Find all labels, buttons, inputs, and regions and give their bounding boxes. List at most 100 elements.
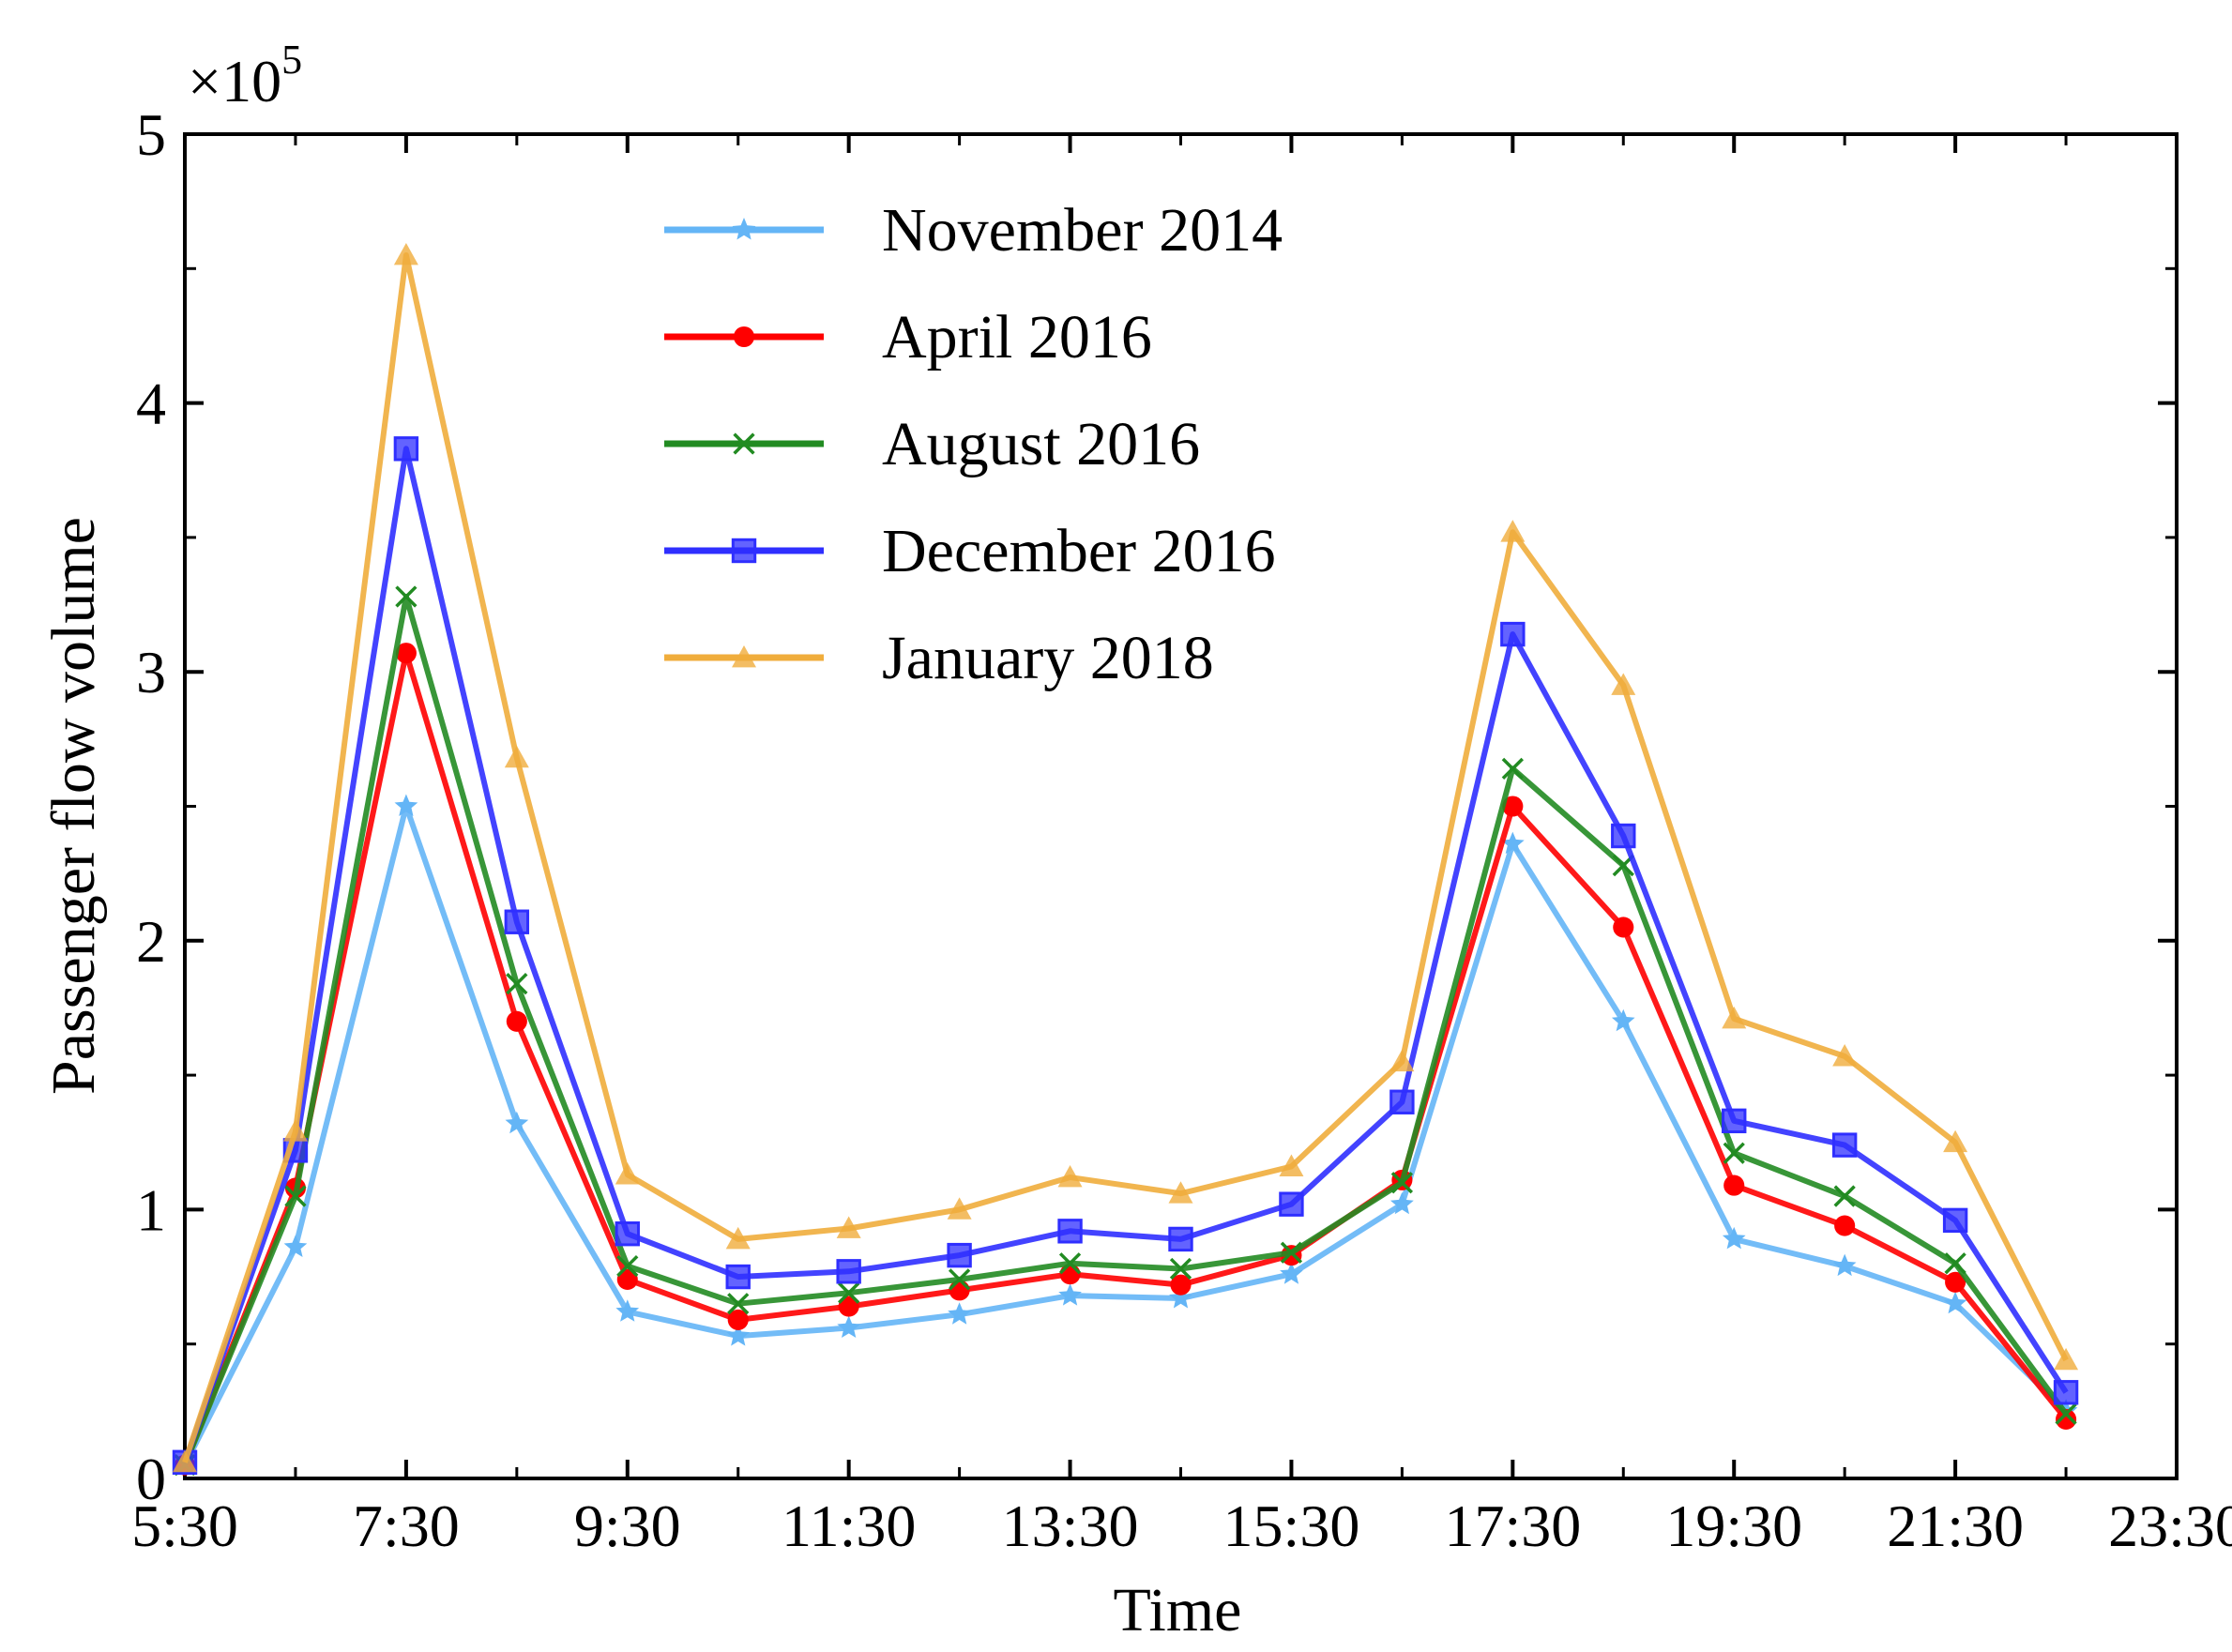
- data-point-triangle: [1389, 1049, 1415, 1072]
- data-point-circle: [395, 643, 417, 664]
- data-point-star: [615, 1299, 640, 1322]
- data-point-star: [505, 1111, 529, 1134]
- data-point-triangle: [2054, 1347, 2079, 1371]
- series-line: [182, 446, 2069, 1463]
- y-multiplier-exponent: 5: [281, 37, 302, 83]
- data-point-square: [1500, 621, 1526, 647]
- data-point-x: [1058, 1252, 1082, 1275]
- data-point-x: [616, 1254, 639, 1278]
- data-point-star: [1943, 1291, 1967, 1314]
- data-point-circle: [1170, 1274, 1192, 1296]
- data-point-square: [393, 436, 419, 462]
- data-point-triangle: [836, 1216, 861, 1238]
- data-point-square: [615, 1220, 640, 1247]
- data-point-circle: [1723, 1175, 1745, 1196]
- series-line: [182, 252, 2069, 1463]
- x-tick-label: 17:30: [1444, 1493, 1581, 1559]
- data-point-star: [1169, 1286, 1192, 1309]
- y-tick-label: 4: [136, 371, 166, 437]
- series-august-2016: [174, 585, 2077, 1477]
- data-point-circle: [1945, 1271, 1966, 1293]
- data-point-x: [506, 973, 528, 995]
- data-point-x: [1169, 1257, 1192, 1281]
- data-point-x: [1280, 1241, 1303, 1264]
- data-point-star: [1390, 1191, 1414, 1215]
- data-point-square: [947, 1242, 972, 1268]
- data-point-triangle: [947, 1197, 972, 1220]
- y-multiplier-base: ×10: [188, 48, 281, 114]
- series-line: [182, 650, 2069, 1466]
- data-point-triangle: [173, 1449, 197, 1473]
- series-november-2014: [173, 794, 2078, 1476]
- data-point-triangle: [1168, 1181, 1193, 1204]
- series-line: [182, 803, 2069, 1467]
- data-point-square: [1611, 823, 1636, 849]
- legend-label: January 2018: [882, 624, 1214, 692]
- data-point-triangle: [732, 645, 756, 668]
- series-january-2018: [173, 242, 2079, 1473]
- data-point-triangle: [393, 242, 418, 265]
- data-point-square: [1057, 1219, 1083, 1244]
- legend-item: December 2016: [664, 517, 1276, 585]
- legend-label: November 2014: [882, 196, 1283, 265]
- data-point-circle: [1834, 1215, 1856, 1236]
- legend-label: April 2016: [882, 303, 1152, 371]
- data-point-star: [948, 1302, 971, 1325]
- data-point-x: [1944, 1252, 1966, 1275]
- data-point-triangle: [725, 1226, 751, 1250]
- data-point-square: [1942, 1207, 1968, 1234]
- data-point-square: [1831, 1132, 1858, 1158]
- data-point-x: [733, 432, 755, 455]
- data-point-square: [836, 1259, 861, 1284]
- data-point-triangle: [1500, 520, 1526, 542]
- series-december-2016: [172, 436, 2079, 1476]
- x-tick-label: 5:30: [131, 1493, 238, 1559]
- data-point-triangle: [504, 745, 529, 768]
- legend-item: November 2014: [664, 196, 1283, 265]
- data-point-x: [395, 585, 418, 608]
- y-tick-label: 1: [136, 1176, 166, 1243]
- data-point-triangle: [1057, 1165, 1083, 1188]
- data-point-square: [1389, 1089, 1415, 1114]
- data-point-star: [837, 1315, 860, 1338]
- data-point-circle: [727, 1309, 749, 1330]
- y-axis-multiplier: ×105: [188, 37, 302, 114]
- y-tick-label: 3: [136, 639, 166, 705]
- x-tick-label: 13:30: [1002, 1493, 1139, 1559]
- data-point-circle: [1502, 796, 1524, 817]
- y-tick-label: 2: [136, 908, 166, 975]
- data-point-star: [1280, 1262, 1303, 1284]
- data-point-circle: [1613, 917, 1634, 938]
- series-line: [182, 594, 2069, 1466]
- x-tick-label: 19:30: [1665, 1493, 1802, 1559]
- y-tick-label: 5: [136, 101, 166, 168]
- data-point-square: [2053, 1380, 2079, 1405]
- data-point-square: [1279, 1191, 1304, 1217]
- data-point-x: [2055, 1402, 2077, 1425]
- data-point-triangle: [282, 1119, 308, 1142]
- data-point-triangle: [615, 1162, 640, 1185]
- data-point-square: [1168, 1226, 1193, 1252]
- y-tick-label: 0: [136, 1446, 166, 1512]
- legend-item: August 2016: [664, 410, 1200, 478]
- legend-label: August 2016: [882, 410, 1200, 478]
- data-point-star: [283, 1235, 308, 1257]
- data-point-x: [838, 1281, 860, 1304]
- data-point-star: [1611, 1008, 1635, 1032]
- data-point-triangle: [1611, 673, 1636, 695]
- data-point-circle: [616, 1268, 638, 1290]
- data-point-square: [1722, 1108, 1747, 1134]
- data-point-star: [1058, 1283, 1082, 1306]
- y-axis: 0 1 2 3 4 5: [136, 101, 2177, 1512]
- data-point-triangle: [1279, 1154, 1304, 1176]
- data-point-square: [504, 909, 530, 934]
- data-point-circle: [733, 326, 755, 348]
- data-point-x: [1390, 1172, 1414, 1194]
- data-point-x: [948, 1268, 971, 1291]
- data-point-square: [725, 1264, 751, 1290]
- y-axis-title: Passenger flow volume: [39, 517, 108, 1095]
- data-point-star: [726, 1324, 751, 1346]
- data-point-x: [727, 1293, 750, 1315]
- data-point-x: [1723, 1142, 1745, 1164]
